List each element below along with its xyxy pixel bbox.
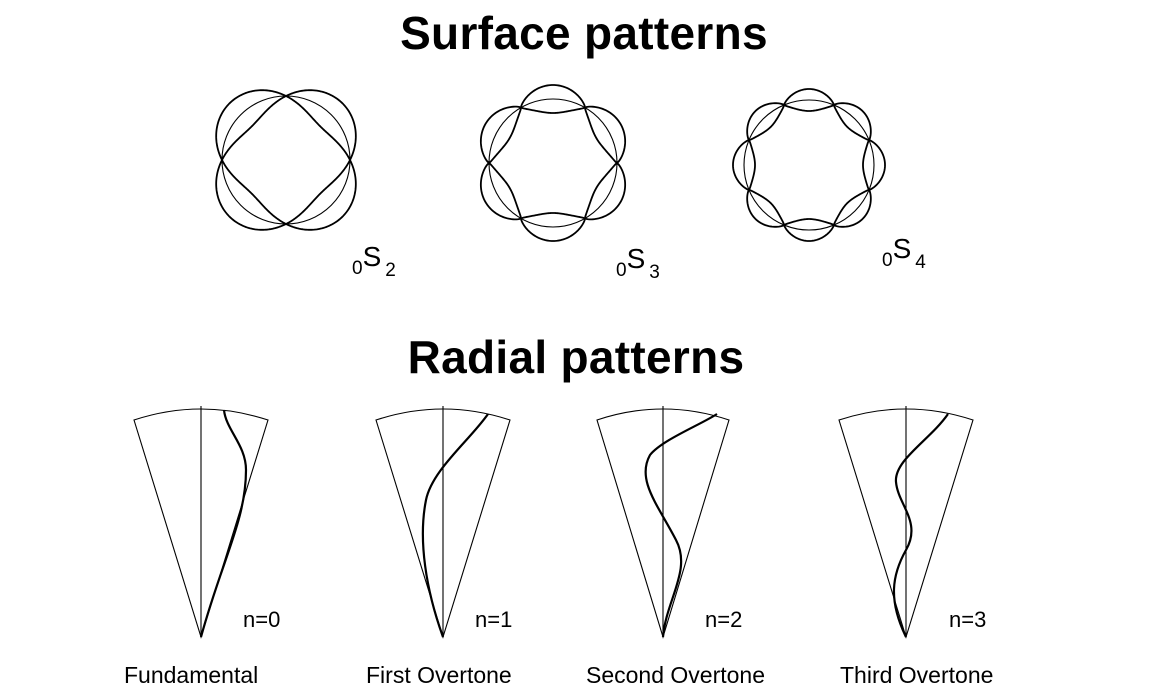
surface-mode-0s3: 0S 3: [479, 84, 660, 283]
n-label-n0: n=0: [243, 607, 280, 632]
mode-label-0s3: 0S 3: [616, 243, 660, 283]
mode-pre-0s4: 0: [882, 250, 893, 271]
radial-curve-n2: [644, 413, 718, 638]
mode-main-0s2: S: [363, 241, 382, 272]
reference-circle: [743, 99, 875, 231]
mode-post-0s3: 3: [649, 262, 660, 283]
caption-n1: First Overtone: [366, 662, 512, 688]
n-label-n2: n=2: [705, 607, 742, 632]
surface-shape-alternate: [479, 84, 627, 221]
surface-shape-0s3: [479, 105, 627, 242]
caption-n2: Second Overtone: [586, 662, 765, 688]
n-label-n3: n=3: [949, 607, 986, 632]
radial-mode-n2: n=2 Second Overtone: [586, 406, 765, 688]
surface-shape-0s2: [215, 89, 357, 231]
mode-pre-0s2: 0: [352, 258, 363, 279]
caption-n0: Fundamental: [124, 662, 258, 688]
surface-shape-alternate: [746, 102, 872, 228]
mode-post-0s4: 4: [915, 252, 926, 273]
n-label-n1: n=1: [475, 607, 512, 632]
mode-label-0s2: 0S 2: [352, 241, 396, 281]
radial-patterns-title: Radial patterns: [407, 331, 745, 383]
mode-main-0s3: S: [627, 243, 646, 274]
radial-mode-n1: n=1 First Overtone: [366, 406, 512, 688]
surface-patterns-title: Surface patterns: [400, 7, 768, 59]
surface-mode-0s2: 0S 2: [215, 89, 396, 281]
surface-shape-0s4: [732, 88, 886, 242]
mode-main-0s4: S: [893, 233, 912, 264]
radial-mode-n0: n=0 Fundamental: [124, 406, 280, 688]
caption-n3: Third Overtone: [840, 662, 993, 688]
mode-post-0s2: 2: [385, 260, 396, 281]
reference-circle: [221, 95, 351, 225]
radial-curve-n3: [892, 413, 949, 638]
radial-curve-n1: [421, 413, 489, 638]
surface-shape-alternate: [215, 89, 357, 231]
surface-mode-0s4: 0S 4: [732, 88, 926, 273]
mode-pre-0s3: 0: [616, 260, 627, 281]
radial-mode-n3: n=3 Third Overtone: [838, 406, 993, 688]
mode-label-0s4: 0S 4: [882, 233, 926, 273]
reference-circle: [488, 98, 618, 228]
radial-curve-n0: [199, 409, 248, 638]
